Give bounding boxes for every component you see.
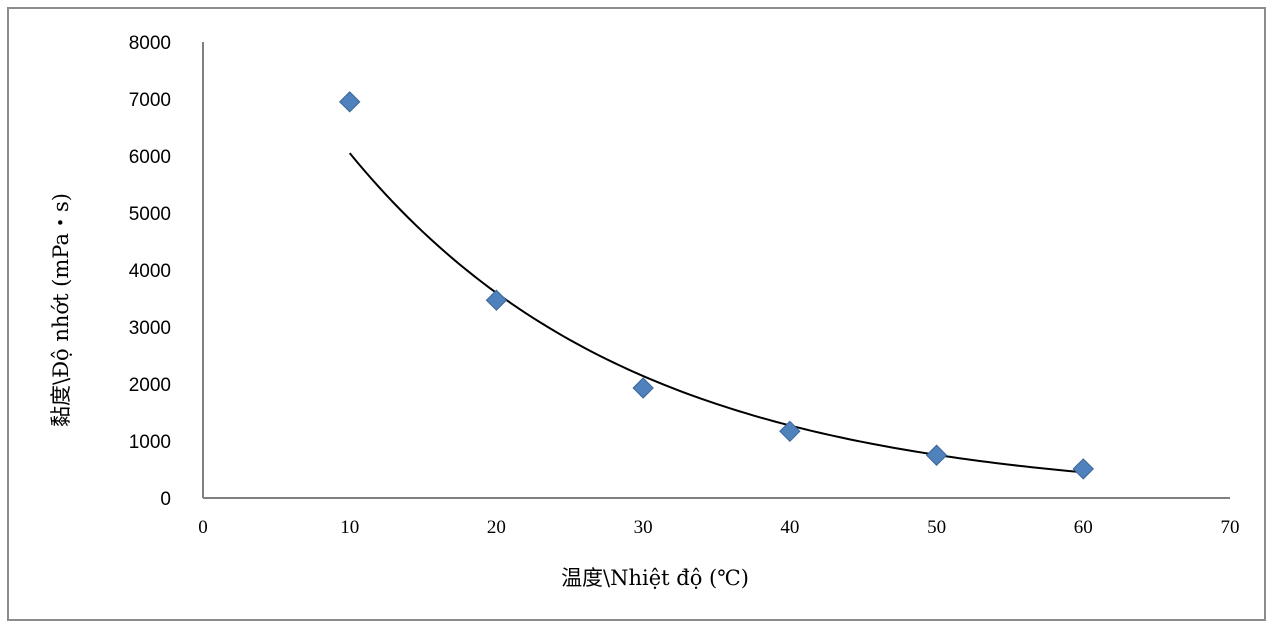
y-tick-label: 2000: [129, 375, 171, 396]
x-tick-label: 40: [780, 517, 799, 538]
data-point: [779, 420, 801, 443]
data-point: [1072, 458, 1094, 480]
x-axis-title: 温度\Nhiệt độ (℃): [561, 566, 749, 590]
y-tick-label: 3000: [129, 318, 171, 339]
chart-border: [7, 7, 1266, 621]
y-tick-label: 6000: [129, 147, 171, 168]
x-tick-label: 50: [927, 517, 946, 538]
data-point: [485, 289, 508, 311]
trendline-layer: [348, 152, 1084, 474]
x-tick-label: 60: [1074, 517, 1093, 538]
y-tick-label: 4000: [129, 261, 171, 282]
x-tick-label: 30: [634, 517, 653, 538]
axes-layer: [202, 42, 1230, 499]
x-tick-label: 70: [1221, 517, 1240, 538]
y-tick-label: 1000: [129, 432, 171, 453]
y-axis-title: 黏度\Độ nhớt (mPa・s): [49, 193, 73, 427]
y-tick-label: 0: [160, 489, 171, 510]
x-tick-label: 20: [487, 517, 506, 538]
x-tick-label: 10: [340, 517, 359, 538]
data-point: [339, 91, 361, 113]
data-point: [632, 377, 654, 399]
trendline: [348, 152, 1084, 474]
y-tick-label: 7000: [129, 90, 171, 111]
points-layer: [339, 91, 1094, 480]
tick-labels-layer: 0 1000 2000 3000 4000 5000 6000 7000 8000 0 10 20 30…: [129, 33, 1240, 538]
x-tick-label: 0: [198, 517, 208, 538]
data-point: [925, 444, 948, 466]
y-tick-label: 8000: [129, 33, 171, 54]
y-tick-label: 5000: [129, 204, 171, 225]
